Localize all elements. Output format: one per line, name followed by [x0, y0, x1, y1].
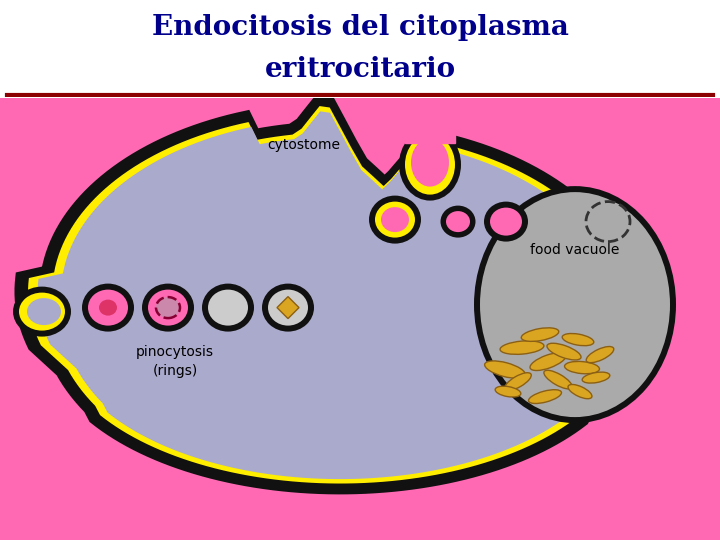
Ellipse shape [19, 293, 65, 330]
Ellipse shape [547, 343, 581, 360]
Polygon shape [37, 111, 618, 479]
Ellipse shape [505, 373, 531, 390]
Text: cytostome: cytostome [267, 138, 340, 152]
Ellipse shape [528, 390, 562, 403]
Ellipse shape [582, 372, 610, 383]
Ellipse shape [568, 384, 592, 399]
Ellipse shape [262, 284, 314, 332]
Ellipse shape [441, 206, 475, 238]
Ellipse shape [202, 284, 254, 332]
Ellipse shape [564, 361, 600, 374]
Ellipse shape [490, 207, 522, 235]
Ellipse shape [88, 289, 128, 326]
Text: Endocitosis del citoplasma: Endocitosis del citoplasma [152, 14, 568, 40]
Ellipse shape [27, 298, 61, 325]
Ellipse shape [586, 347, 613, 363]
Ellipse shape [381, 207, 409, 232]
Ellipse shape [480, 192, 670, 417]
Text: eritrocitario: eritrocitario [264, 57, 456, 84]
Ellipse shape [82, 284, 134, 332]
Polygon shape [277, 296, 299, 319]
Ellipse shape [521, 328, 559, 341]
Ellipse shape [208, 289, 248, 326]
Ellipse shape [268, 289, 308, 326]
Ellipse shape [586, 201, 630, 241]
Polygon shape [28, 106, 628, 483]
Ellipse shape [99, 300, 117, 315]
Ellipse shape [474, 186, 676, 423]
Ellipse shape [484, 201, 528, 241]
Text: food vacuole: food vacuole [531, 242, 620, 256]
Ellipse shape [13, 287, 71, 336]
Ellipse shape [375, 201, 415, 238]
Bar [405, 113, 455, 143]
Ellipse shape [485, 361, 526, 379]
Ellipse shape [530, 353, 566, 370]
Ellipse shape [446, 211, 470, 232]
Ellipse shape [495, 386, 521, 397]
Ellipse shape [369, 195, 421, 244]
Polygon shape [20, 100, 635, 489]
Ellipse shape [411, 139, 449, 187]
Ellipse shape [500, 341, 544, 354]
Ellipse shape [405, 134, 455, 194]
Ellipse shape [562, 334, 594, 346]
Ellipse shape [156, 297, 180, 318]
Ellipse shape [142, 284, 194, 332]
Ellipse shape [148, 289, 188, 326]
Ellipse shape [544, 370, 572, 389]
Ellipse shape [399, 129, 461, 200]
Text: pinocytosis
(rings): pinocytosis (rings) [136, 346, 214, 378]
